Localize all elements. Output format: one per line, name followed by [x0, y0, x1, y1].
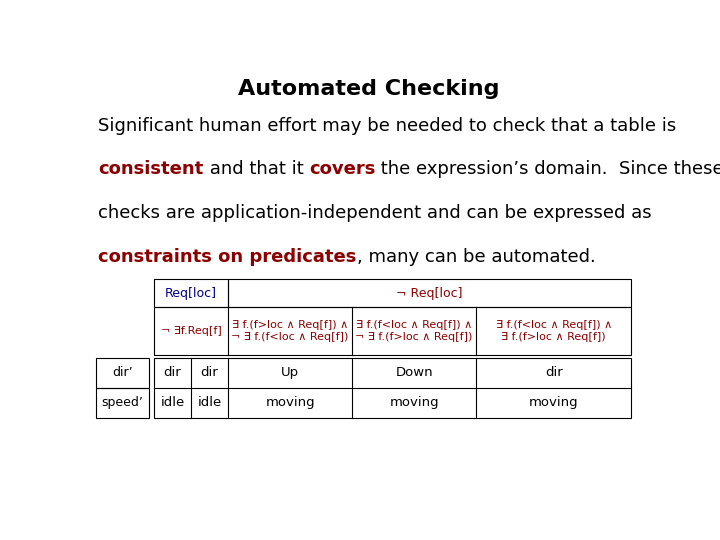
Text: dir: dir: [163, 367, 181, 380]
Text: , many can be automated.: , many can be automated.: [356, 248, 595, 266]
Text: ∃ f.(f>loc ∧ Req[f]) ∧
¬ ∃ f.(f<loc ∧ Req[f]): ∃ f.(f>loc ∧ Req[f]) ∧ ¬ ∃ f.(f<loc ∧ Re…: [231, 320, 348, 342]
Text: moving: moving: [266, 396, 315, 409]
Text: the expression’s domain.  Since these: the expression’s domain. Since these: [376, 160, 720, 178]
Text: moving: moving: [529, 396, 579, 409]
Bar: [96, 358, 148, 388]
Text: Significant human effort may be needed to check that a table is: Significant human effort may be needed t…: [99, 117, 677, 135]
Text: dir: dir: [201, 367, 218, 380]
Text: idle: idle: [161, 396, 184, 409]
Bar: [154, 358, 631, 418]
Text: constraints on predicates: constraints on predicates: [99, 248, 356, 266]
Text: dir: dir: [545, 367, 562, 380]
Text: covers: covers: [309, 160, 376, 178]
Text: consistent: consistent: [99, 160, 204, 178]
Text: and that it: and that it: [204, 160, 309, 178]
Text: ∃ f.(f<loc ∧ Req[f]) ∧
∃ f.(f>loc ∧ Req[f]): ∃ f.(f<loc ∧ Req[f]) ∧ ∃ f.(f>loc ∧ Req[…: [495, 320, 612, 342]
Bar: [228, 279, 631, 307]
Text: ¬ Req[loc]: ¬ Req[loc]: [397, 287, 463, 300]
Bar: [154, 307, 631, 355]
Text: speed’: speed’: [101, 396, 143, 409]
Text: checks are application-independent and can be expressed as: checks are application-independent and c…: [99, 204, 652, 222]
Text: moving: moving: [390, 396, 439, 409]
Text: Down: Down: [395, 367, 433, 380]
Text: Req[loc]: Req[loc]: [165, 287, 217, 300]
Text: ∃ f.(f<loc ∧ Req[f]) ∧
¬ ∃ f.(f>loc ∧ Req[f]): ∃ f.(f<loc ∧ Req[f]) ∧ ¬ ∃ f.(f>loc ∧ Re…: [356, 320, 473, 342]
Text: dir’: dir’: [112, 367, 132, 380]
Text: Automated Checking: Automated Checking: [238, 79, 500, 99]
Text: ¬ ∃f.Req[f]: ¬ ∃f.Req[f]: [161, 326, 222, 336]
Bar: [96, 388, 148, 418]
Text: idle: idle: [197, 396, 222, 409]
Text: Up: Up: [281, 367, 300, 380]
Bar: [154, 279, 228, 307]
